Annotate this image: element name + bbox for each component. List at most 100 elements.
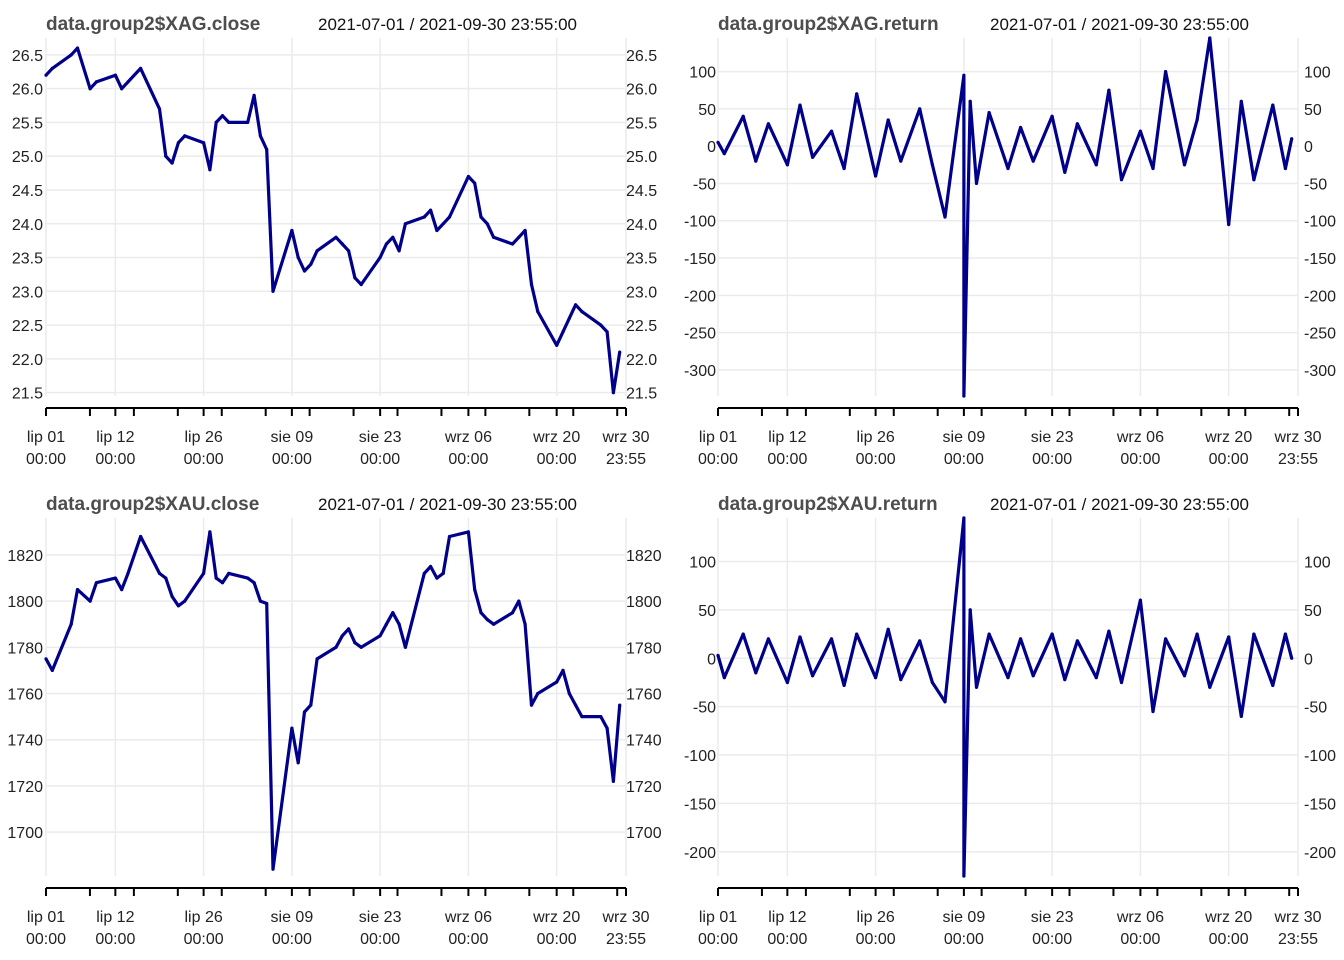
data-point xyxy=(611,779,616,783)
data-point xyxy=(1151,709,1155,714)
data-point xyxy=(1094,163,1098,167)
data-point xyxy=(1006,676,1010,680)
data-point xyxy=(397,249,401,253)
y-tick-label-left: 50 xyxy=(698,603,716,620)
x-tick-label-time: 00:00 xyxy=(95,451,135,468)
y-tick-label-left: 1800 xyxy=(7,594,43,611)
y-tick-label-right: -200 xyxy=(1304,845,1336,862)
y-tick-label-left: 22.5 xyxy=(12,318,43,335)
data-point xyxy=(741,632,745,636)
y-tick-label-left: -50 xyxy=(693,700,716,717)
x-tick-label-date: sie 09 xyxy=(943,909,986,926)
data-point xyxy=(1050,632,1054,636)
data-point xyxy=(447,534,452,539)
data-point xyxy=(523,228,527,233)
data-point xyxy=(214,576,218,580)
y-tick-label-right: 23.0 xyxy=(626,284,657,301)
data-point xyxy=(605,726,609,730)
x-tick-label-time: 00:00 xyxy=(1209,451,1249,468)
y-tick-label-right: 25.0 xyxy=(626,149,657,166)
y-tick-label-right: 1740 xyxy=(626,733,662,750)
chart-panel-2: -300 -300 -250 -250 -200 -200 -150 -150 -100 -100… xyxy=(684,14,1336,468)
y-tick-label-left: 23.5 xyxy=(12,251,43,268)
data-point xyxy=(1063,170,1067,174)
x-tick-label-date: wrz 06 xyxy=(444,909,492,926)
data-point xyxy=(176,604,180,608)
x-tick-label-date: lip 01 xyxy=(699,429,737,446)
y-tick-label-right: 0 xyxy=(1304,651,1313,668)
y-tick-label-left: 25.5 xyxy=(12,115,43,132)
data-point xyxy=(75,588,80,592)
data-point xyxy=(113,576,117,580)
data-point xyxy=(44,73,48,77)
data-point xyxy=(479,611,483,615)
data-point xyxy=(1271,683,1275,687)
data-point xyxy=(599,715,603,719)
data-point xyxy=(1019,637,1023,641)
y-tick-label-right: -250 xyxy=(1304,326,1336,343)
y-tick-label-right: -300 xyxy=(1304,363,1336,380)
data-point xyxy=(309,703,313,707)
data-point xyxy=(1119,178,1124,182)
x-tick-label-time: 23:55 xyxy=(606,451,646,468)
data-point xyxy=(962,874,966,878)
chart-date-range: 2021-07-01 / 2021-09-30 23:55:00 xyxy=(318,495,577,514)
data-point xyxy=(974,181,979,185)
data-point xyxy=(271,867,275,871)
y-tick-label-left: 25.0 xyxy=(12,149,43,166)
y-tick-label-right: -150 xyxy=(1304,796,1336,813)
x-tick-label-time: 00:00 xyxy=(856,451,896,468)
data-point xyxy=(258,134,262,138)
data-point xyxy=(1075,639,1079,643)
data-point xyxy=(580,310,584,314)
x-tick-label-date: lip 12 xyxy=(96,909,134,926)
data-point xyxy=(987,632,991,636)
x-tick-label-time: 00:00 xyxy=(26,451,66,468)
data-point xyxy=(1195,632,1199,636)
data-point xyxy=(561,330,565,334)
data-point xyxy=(1151,166,1155,171)
x-tick-label-time: 00:00 xyxy=(448,451,488,468)
data-point xyxy=(290,228,294,233)
x-tick-label-time: 00:00 xyxy=(767,451,807,468)
data-point xyxy=(1107,629,1111,633)
data-point xyxy=(766,637,771,641)
data-point xyxy=(722,676,726,680)
data-point xyxy=(252,581,256,585)
data-point xyxy=(202,141,206,145)
data-point xyxy=(220,581,225,585)
x-tick-label-time: 23:55 xyxy=(1278,451,1318,468)
data-point xyxy=(334,235,338,239)
x-tick-label-date: wrz 20 xyxy=(532,429,580,446)
data-point xyxy=(334,645,338,649)
data-point xyxy=(811,155,815,159)
x-tick-label-time: 00:00 xyxy=(944,931,984,948)
data-point xyxy=(296,255,300,260)
data-point xyxy=(987,111,991,115)
data-point xyxy=(485,618,489,622)
y-tick-label-left: -100 xyxy=(684,748,716,765)
data-point xyxy=(296,761,300,765)
data-point xyxy=(69,622,73,626)
data-point xyxy=(567,691,571,696)
data-point xyxy=(139,66,143,70)
y-tick-label-left: 1720 xyxy=(7,779,43,796)
data-point xyxy=(930,163,935,167)
chart-panel-3: 1700 1700 1720 1720 1740 1740 1760 1760 1780 1780… xyxy=(7,494,661,948)
data-point xyxy=(353,276,357,280)
data-point xyxy=(397,622,401,626)
x-tick-label-date: wrz 30 xyxy=(601,909,649,926)
data-point xyxy=(309,262,313,266)
data-point xyxy=(208,168,212,172)
data-point xyxy=(968,99,972,103)
data-point xyxy=(340,242,344,246)
data-point xyxy=(94,80,98,84)
chart-title: data.group2$XAU.return xyxy=(718,494,938,515)
data-point xyxy=(899,678,903,682)
data-point xyxy=(1252,632,1256,636)
data-point xyxy=(510,242,515,246)
y-tick-label-left: 26.5 xyxy=(12,48,43,65)
data-point xyxy=(974,685,979,689)
data-point xyxy=(1271,103,1275,107)
y-tick-label-left: -250 xyxy=(684,326,716,343)
